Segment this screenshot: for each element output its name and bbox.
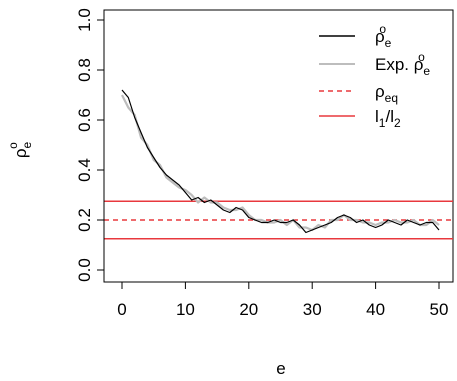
y-tick-label: 1.0 <box>75 8 94 32</box>
legend-entry: ρeo <box>319 22 392 50</box>
series-lines <box>121 89 440 234</box>
x-axis-label: e <box>276 359 285 378</box>
legend-entry: l1/l2 <box>319 107 401 130</box>
legend-label: ρeo <box>375 22 392 50</box>
legend-label: ρeq <box>375 82 398 105</box>
x-axis: 0 10 20 30 40 50 <box>117 281 449 319</box>
x-tick-label: 10 <box>176 300 195 319</box>
x-tick-label: 40 <box>366 300 385 319</box>
y-axis: 0.0 0.2 0.4 0.6 0.8 1.0 <box>75 8 105 282</box>
legend-entry: Exp. ρeo <box>319 50 430 78</box>
x-tick-label: 30 <box>303 300 322 319</box>
legend-label: Exp. ρeo <box>375 50 430 78</box>
legend-label: l1/l2 <box>375 107 401 130</box>
x-tick-label: 0 <box>117 300 126 319</box>
y-tick-label: 0.8 <box>75 58 94 82</box>
y-tick-label: 0.6 <box>75 108 94 132</box>
y-axis-label: ρeo <box>6 142 34 159</box>
y-tick-label: 0.0 <box>75 258 94 282</box>
series-line-0 <box>121 89 440 234</box>
y-tick-label: 0.2 <box>75 208 94 232</box>
y-tick-label: 0.4 <box>75 158 94 182</box>
legend-entry: ρeq <box>319 82 398 105</box>
series-line-1 <box>121 94 440 232</box>
x-tick-label: 20 <box>239 300 258 319</box>
x-tick-label: 50 <box>430 300 449 319</box>
plot-frame <box>103 9 454 283</box>
